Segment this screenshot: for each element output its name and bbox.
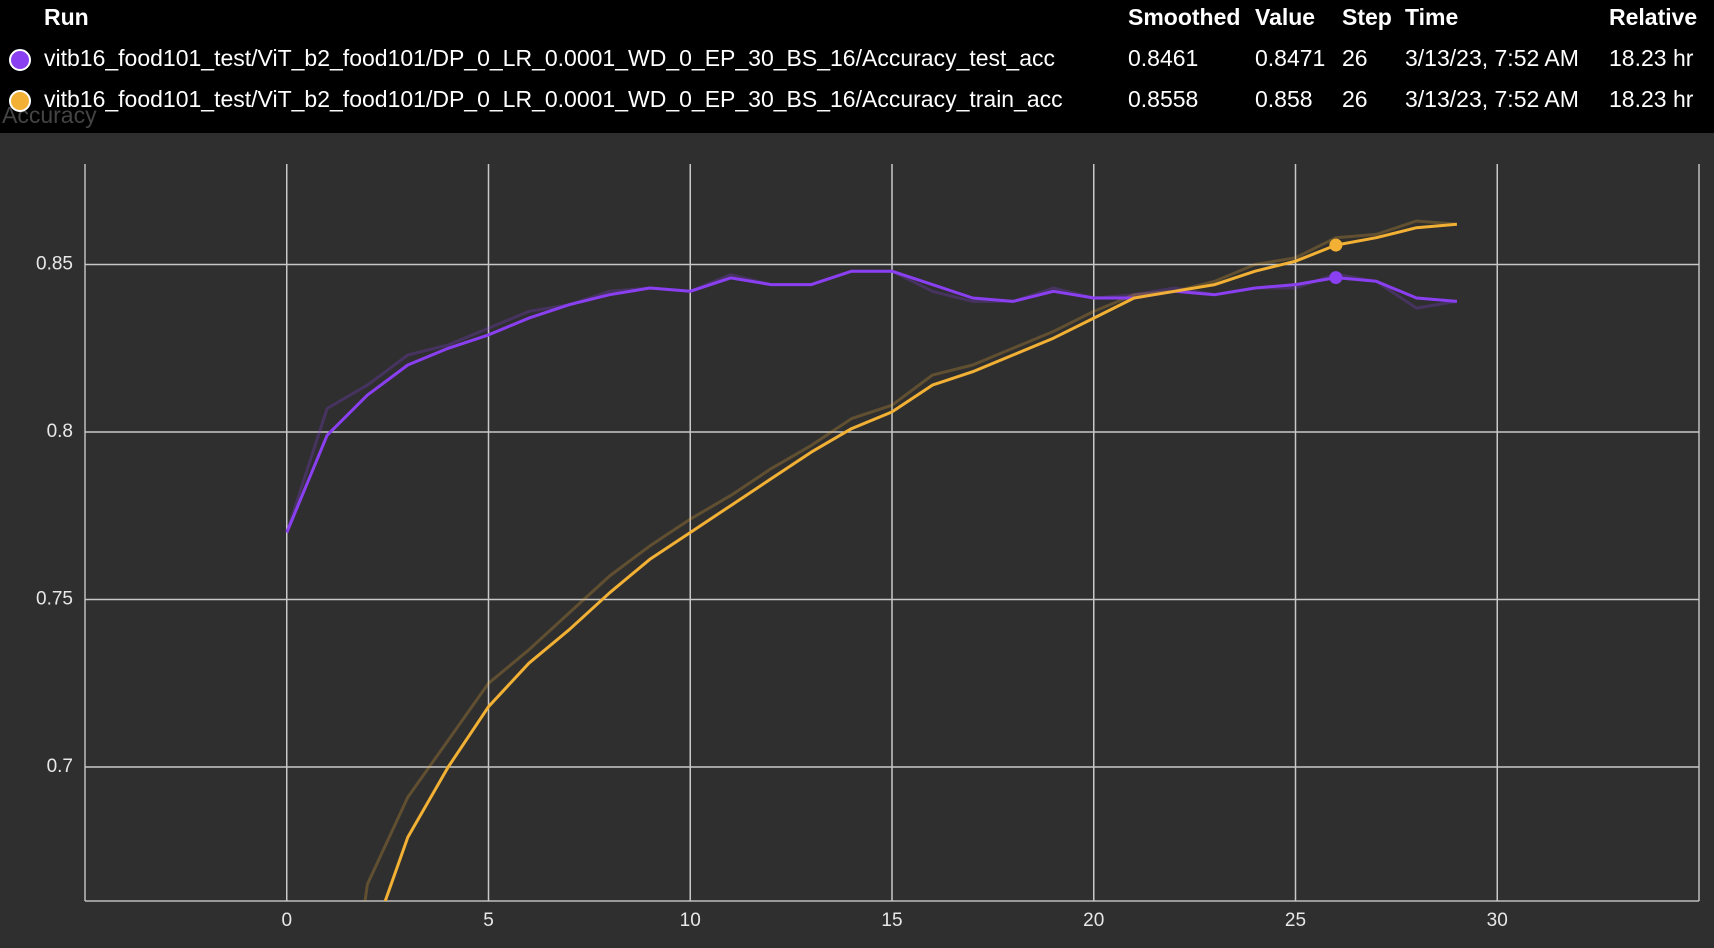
- x-tick-label: 15: [881, 910, 902, 931]
- table-cell: 0.8471: [1255, 45, 1325, 71]
- column-header: Smoothed: [1128, 4, 1240, 30]
- x-tick-label: 30: [1487, 910, 1508, 931]
- plot-area: 0.7 0.75 0.8 0.85 0 5 10 15 20 25 30: [36, 164, 1700, 931]
- smoothed-line: [383, 222, 1458, 901]
- table-cell: vitb16_food101_test/ViT_b2_food101/DP_0_…: [44, 86, 1063, 112]
- table-cell: 18.23 hr: [1609, 86, 1694, 112]
- table-cell: 26: [1342, 86, 1368, 112]
- table-cell: 3/13/23, 7:52 AM: [1405, 86, 1579, 112]
- y-tick-label: 0.85: [36, 254, 73, 275]
- hover-point: [1329, 238, 1343, 252]
- x-tick-label: 5: [483, 910, 494, 931]
- column-header: Run: [44, 4, 89, 30]
- hover-point: [1329, 271, 1343, 285]
- table-cell: 26: [1342, 45, 1368, 71]
- column-header: Time: [1405, 4, 1458, 30]
- tooltip-background: [0, 0, 1714, 133]
- table-cell: 18.23 hr: [1609, 45, 1694, 71]
- table-cell: 3/13/23, 7:52 AM: [1405, 45, 1579, 71]
- legend-swatch: [9, 90, 31, 112]
- x-tick-label: 0: [281, 910, 292, 931]
- table-cell: vitb16_food101_test/ViT_b2_food101/DP_0_…: [44, 45, 1055, 71]
- y-tick-label: 0.75: [36, 589, 73, 610]
- column-header: Value: [1255, 4, 1315, 30]
- y-tick-label: 0.8: [47, 421, 73, 442]
- x-tick-label: 20: [1083, 910, 1104, 931]
- table-cell: 0.858: [1255, 86, 1313, 112]
- smoothed-line: [285, 269, 1458, 534]
- column-header: Step: [1342, 4, 1392, 30]
- legend-swatch: [9, 49, 31, 71]
- table-cell: 0.8558: [1128, 86, 1198, 112]
- raw-line: [363, 219, 1458, 901]
- column-header: Relative: [1609, 4, 1697, 30]
- table-cell: 0.8461: [1128, 45, 1198, 71]
- x-tick-label: 10: [680, 910, 701, 931]
- series-lines: [285, 219, 1458, 901]
- tooltip-table: Run Smoothed Value Step Time Relative vitb16_f…: [9, 4, 1697, 112]
- y-tick-label: 0.7: [47, 756, 73, 777]
- x-tick-label: 25: [1285, 910, 1306, 931]
